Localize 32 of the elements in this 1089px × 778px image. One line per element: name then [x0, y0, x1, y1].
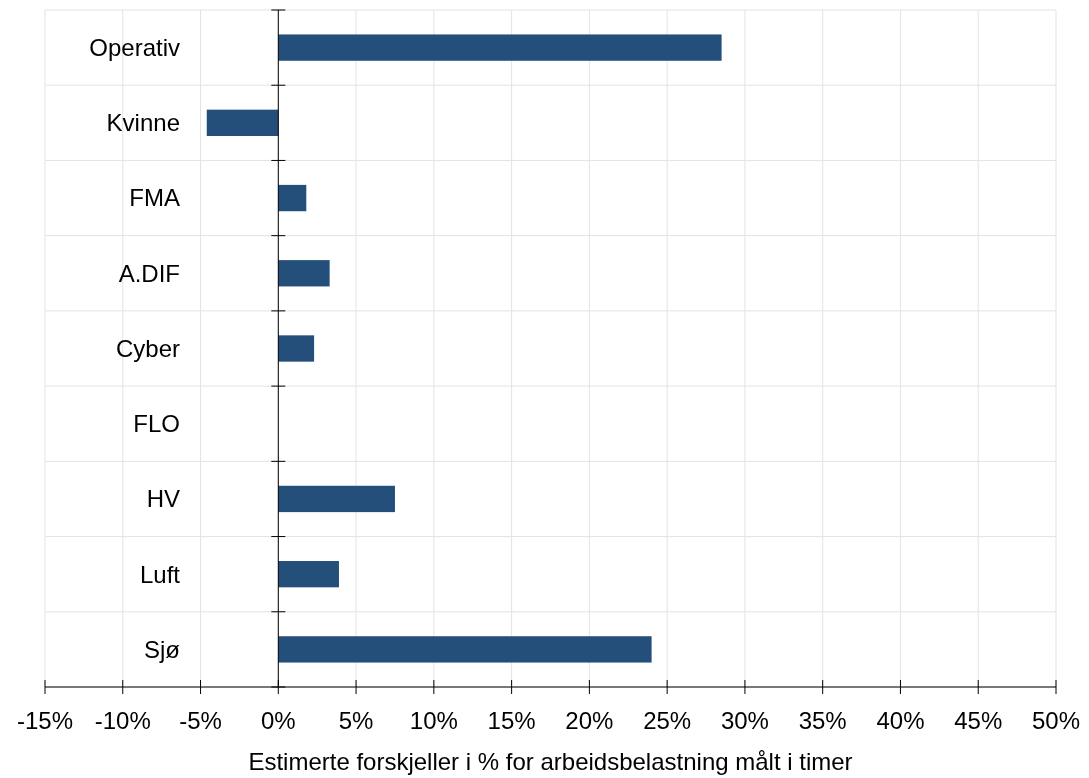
- x-tick-label: 50%: [1031, 707, 1081, 734]
- x-tick-label: 10%: [409, 707, 458, 734]
- x-tick-label: -15%: [16, 707, 74, 734]
- y-tick-label: Kvinne: [106, 109, 180, 137]
- y-tick-label: A.DIF: [118, 259, 180, 287]
- x-tick-label: 40%: [876, 707, 925, 734]
- y-tick-label: Cyber: [115, 334, 180, 362]
- y-tick-label: Sjø: [144, 635, 181, 663]
- y-tick-label: FLO: [133, 410, 180, 438]
- y-tick-label: Operativ: [89, 34, 180, 62]
- bar: [278, 485, 395, 513]
- x-tick-label: 20%: [565, 707, 614, 734]
- bar: [278, 335, 315, 362]
- y-tick-label: Luft: [139, 560, 181, 588]
- bar: [278, 561, 339, 588]
- x-tick-label: 5%: [338, 707, 374, 734]
- x-tick-label: -10%: [94, 707, 151, 734]
- x-tick-label: -5%: [179, 707, 222, 734]
- x-tick-label: 45%: [954, 707, 1003, 734]
- bar: [206, 109, 279, 136]
- y-tick-label: HV: [146, 485, 180, 513]
- x-tick-label: 25%: [643, 707, 692, 734]
- x-axis-title: Estimerte forskjeller i % for arbeidsbelastning målt i timer: [248, 748, 853, 775]
- x-tick-label: 0%: [260, 707, 296, 734]
- x-tick-label: 35%: [798, 707, 847, 734]
- x-tick-label: 30%: [720, 707, 769, 734]
- bar: [278, 260, 330, 287]
- y-tick-label: FMA: [129, 184, 180, 212]
- bar: [278, 636, 652, 663]
- bar: [278, 184, 307, 212]
- bar: [278, 34, 722, 61]
- x-tick-label: 15%: [487, 707, 536, 734]
